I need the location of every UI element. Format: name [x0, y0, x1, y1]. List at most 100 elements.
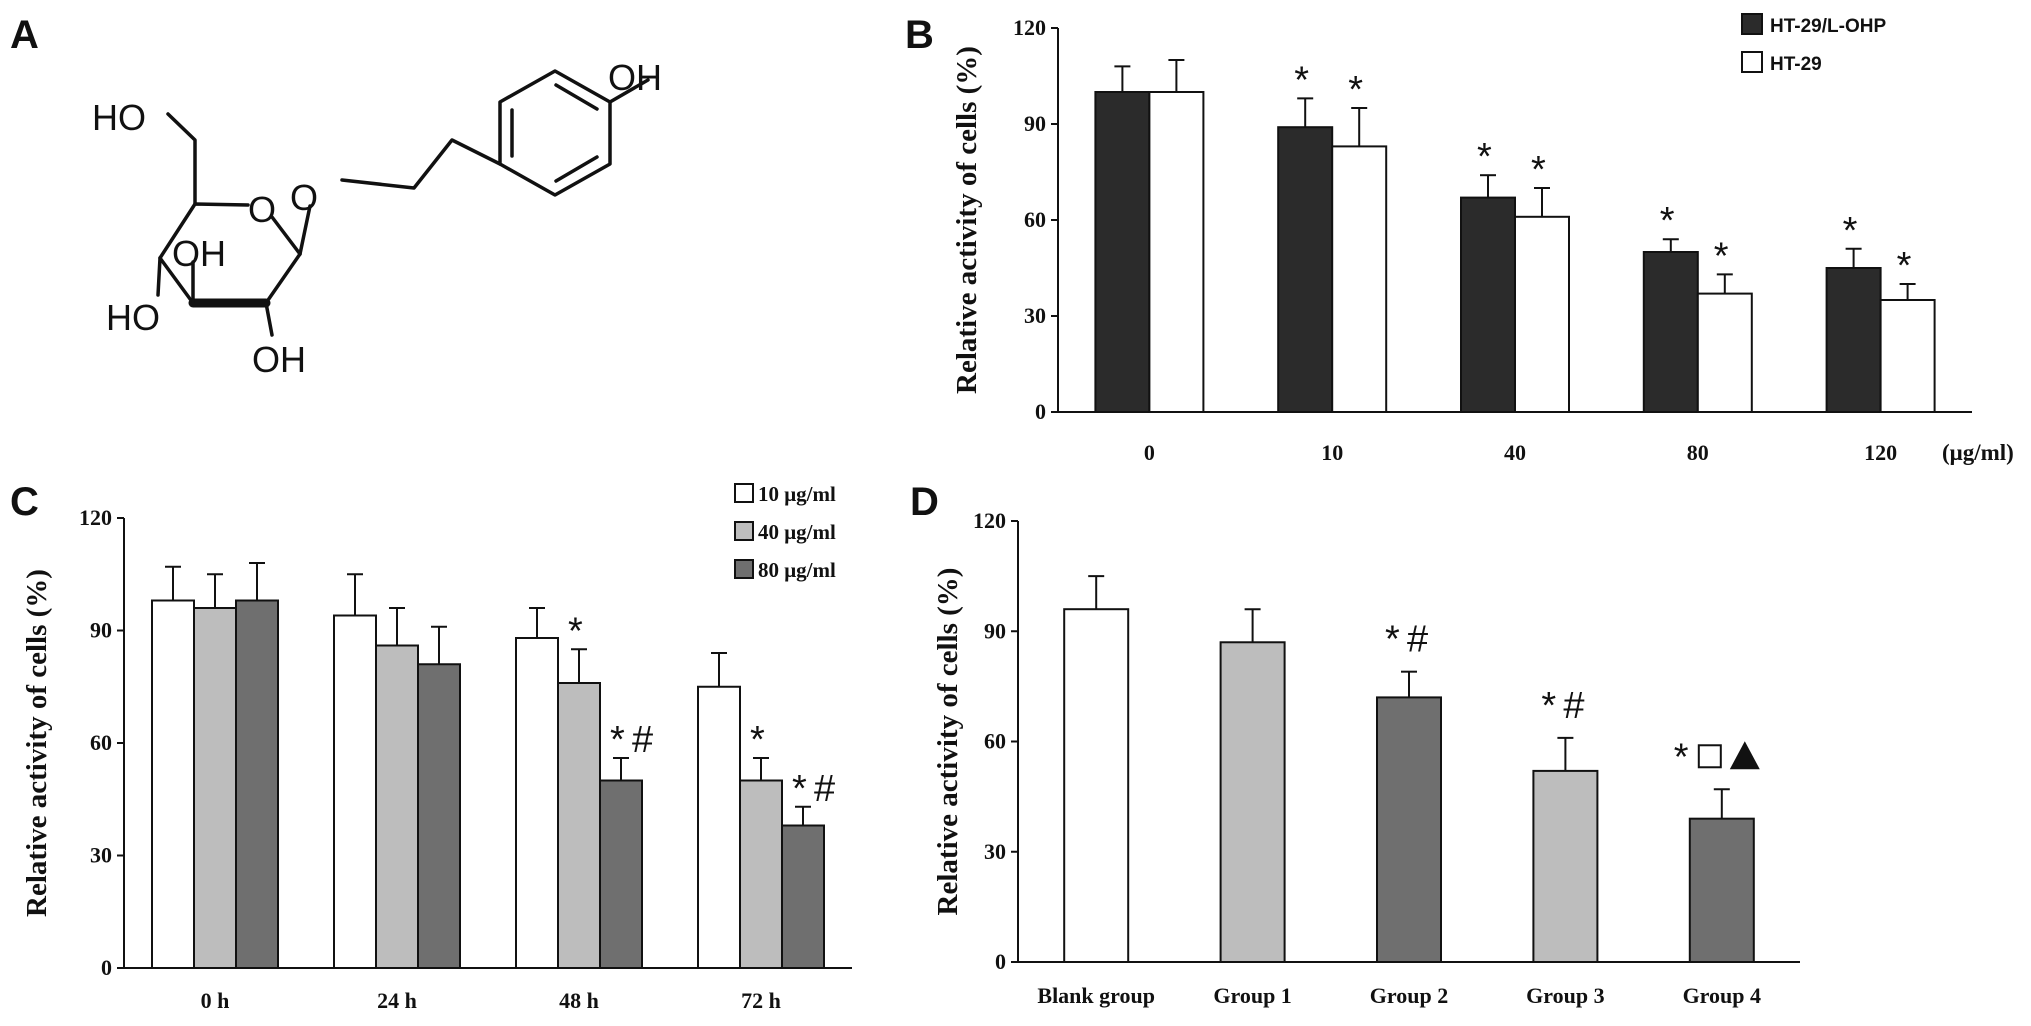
bar [333, 614, 377, 969]
legend-swatch [1741, 51, 1763, 73]
bar [193, 607, 237, 969]
legend-swatch [1741, 13, 1763, 35]
bar [1514, 215, 1570, 413]
annotation-asterisk: * [1385, 619, 1400, 661]
glycosidic-bond [298, 204, 312, 256]
annotation-triangle [1729, 741, 1760, 770]
significance-marker: * # [1541, 685, 1584, 727]
annotation-asterisk: * [1660, 200, 1675, 242]
annotation-asterisk: * [1674, 736, 1689, 778]
c4-oh-bond [156, 256, 162, 297]
x-tick-label: 0 h [201, 988, 230, 1013]
phenol-oh-bond [608, 78, 650, 104]
bar [1219, 641, 1286, 964]
ethyl-linker [340, 138, 502, 190]
annotation-hash: # [1407, 619, 1428, 661]
annotation-asterisk: * [1714, 235, 1729, 277]
bar [1532, 769, 1599, 964]
bar [739, 779, 783, 969]
bar [515, 637, 559, 969]
atom-oh-phenol: OH [608, 57, 662, 98]
x-tick-label: 120 [1864, 440, 1897, 465]
annotation-asterisk: * [1531, 149, 1546, 191]
significance-marker: * [1674, 736, 1760, 778]
pyranose-ring [158, 202, 302, 305]
bar [1376, 696, 1442, 964]
x-tick-label: 40 [1504, 440, 1526, 465]
significance-marker: * [568, 610, 583, 652]
bar [235, 599, 279, 969]
significance-marker: * [1531, 149, 1546, 191]
x-tick-label: 24 h [377, 988, 417, 1013]
x-tick-label: Group 1 [1213, 983, 1291, 1008]
annotation-asterisk: * [568, 610, 583, 652]
annotation-hash: # [814, 768, 835, 810]
x-tick-label: Group 4 [1683, 983, 1761, 1008]
legend-label: 10 μg/ml [758, 482, 836, 506]
annotation-asterisk: * [1843, 210, 1858, 252]
legend-swatch [734, 559, 754, 579]
bar [417, 663, 461, 969]
annotation-asterisk: * [1897, 245, 1912, 287]
benzene-inner-bond-2 [554, 155, 599, 183]
x-tick-label: 48 h [559, 988, 599, 1013]
legend-swatch [734, 521, 754, 541]
significance-marker: * [1477, 136, 1492, 178]
y-axis-title: Relative activity of cells (%) [951, 46, 983, 394]
panel-b-letter: B [905, 13, 934, 57]
atom-ho-c4: HO [106, 297, 160, 338]
x-tick-label: Group 2 [1370, 983, 1448, 1008]
y-tick-label: 60 [984, 729, 1006, 754]
x-tick-label: 72 h [741, 988, 781, 1013]
x-axis-unit: (μg/ml) [1942, 440, 2014, 465]
bar [1063, 608, 1130, 963]
x-tick-label: Blank group [1037, 983, 1155, 1008]
y-tick-label: 90 [984, 618, 1006, 643]
bar [599, 779, 643, 969]
y-tick-label: 120 [973, 508, 1006, 533]
annotation-hash: # [1563, 685, 1584, 727]
legend-swatch [734, 483, 754, 503]
bar [781, 824, 825, 969]
y-tick-label: 0 [1035, 399, 1046, 424]
atom-glycosidic-o: O [290, 177, 318, 218]
bar [375, 644, 419, 969]
y-tick-label: 30 [1024, 303, 1046, 328]
y-tick-label: 30 [984, 839, 1006, 864]
y-tick-label: 90 [1024, 111, 1046, 136]
annotation-asterisk: * [1477, 136, 1492, 178]
y-tick-label: 0 [995, 949, 1006, 974]
chart-c: 0 30 60 90 120 Relative activity of cells (%)… [21, 482, 852, 1013]
legend-label: HT-29/L-OHP [1770, 16, 1886, 37]
bar [1879, 299, 1936, 413]
annotation-asterisk: * [1348, 69, 1363, 111]
annotation-square [1697, 744, 1722, 769]
y-tick-label: 0 [101, 955, 112, 980]
benzene-ring [498, 69, 612, 197]
annotation-asterisk: * [1541, 685, 1556, 727]
significance-marker: * [1348, 69, 1363, 111]
significance-marker: * [750, 719, 765, 761]
annotation-asterisk: * [610, 719, 625, 761]
y-tick-label: 90 [90, 618, 112, 643]
annotation-hash: # [632, 719, 653, 761]
c2-oh-bond [264, 301, 274, 337]
y-axis-title: Relative activity of cells (%) [932, 568, 964, 916]
bar [1642, 251, 1699, 413]
bar [151, 599, 195, 969]
x-tick-label: Group 3 [1526, 983, 1604, 1008]
bar [557, 682, 601, 969]
chemical-structure: HO O O OH OH HO OH [92, 57, 662, 380]
y-axis-title: Relative activity of cells (%) [21, 569, 53, 917]
y-tick-label: 120 [1013, 15, 1046, 40]
annotation-asterisk: * [1294, 59, 1309, 101]
atom-ho-top: HO [92, 97, 146, 138]
bar [1277, 126, 1334, 413]
annotation-asterisk: * [750, 719, 765, 761]
significance-marker: * # [1385, 619, 1428, 661]
atom-oh-c2: OH [252, 339, 306, 380]
atom-oh-c3: OH [172, 233, 226, 274]
y-tick-label: 30 [90, 843, 112, 868]
significance-marker: * [1714, 235, 1729, 277]
